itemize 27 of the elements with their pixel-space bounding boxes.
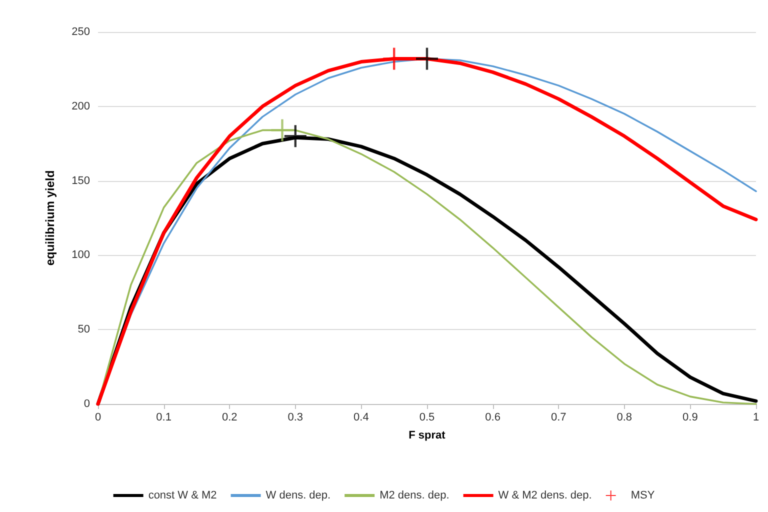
- y-tick-label: 150: [72, 174, 90, 187]
- legend-label: W dens. dep.: [266, 490, 331, 502]
- legend-label: const W & M2: [148, 490, 217, 502]
- x-axis-title: F sprat: [408, 430, 446, 442]
- x-tick-label: 0.3: [288, 412, 304, 424]
- y-axis-title: equilibrium yield: [43, 170, 57, 266]
- legend-label: W & M2 dens. dep.: [498, 490, 592, 502]
- x-tick-label: 0.5: [419, 412, 435, 424]
- point: [284, 125, 306, 148]
- y-tick-label: 200: [72, 100, 90, 112]
- x-tick-label: 0.2: [222, 412, 238, 424]
- x-tick-label: 0.9: [682, 412, 698, 424]
- x-tick-label: 0.6: [485, 412, 500, 424]
- x-tick-label: 0.4: [354, 412, 369, 424]
- legend-label: MSY: [630, 490, 656, 502]
- x-tick-label: 0.1: [156, 412, 172, 424]
- y-tick-label: 250: [72, 26, 90, 38]
- point: [271, 119, 294, 142]
- y-tick-label: 0: [84, 398, 90, 410]
- legend-label: M2 dens. dep.: [380, 490, 450, 502]
- y-tick-label: 100: [72, 249, 90, 262]
- y-tick-label: 50: [78, 324, 90, 336]
- x-tick-label: 0.8: [616, 412, 632, 424]
- point: [416, 48, 438, 70]
- x-tick-label: 1: [752, 412, 760, 424]
- x-tick-label: 0.7: [550, 412, 566, 424]
- x-tick-label: 0: [94, 412, 102, 424]
